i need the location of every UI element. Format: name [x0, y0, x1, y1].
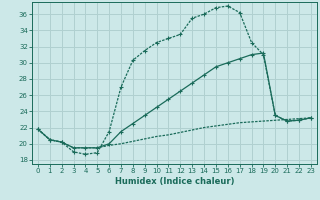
- X-axis label: Humidex (Indice chaleur): Humidex (Indice chaleur): [115, 177, 234, 186]
